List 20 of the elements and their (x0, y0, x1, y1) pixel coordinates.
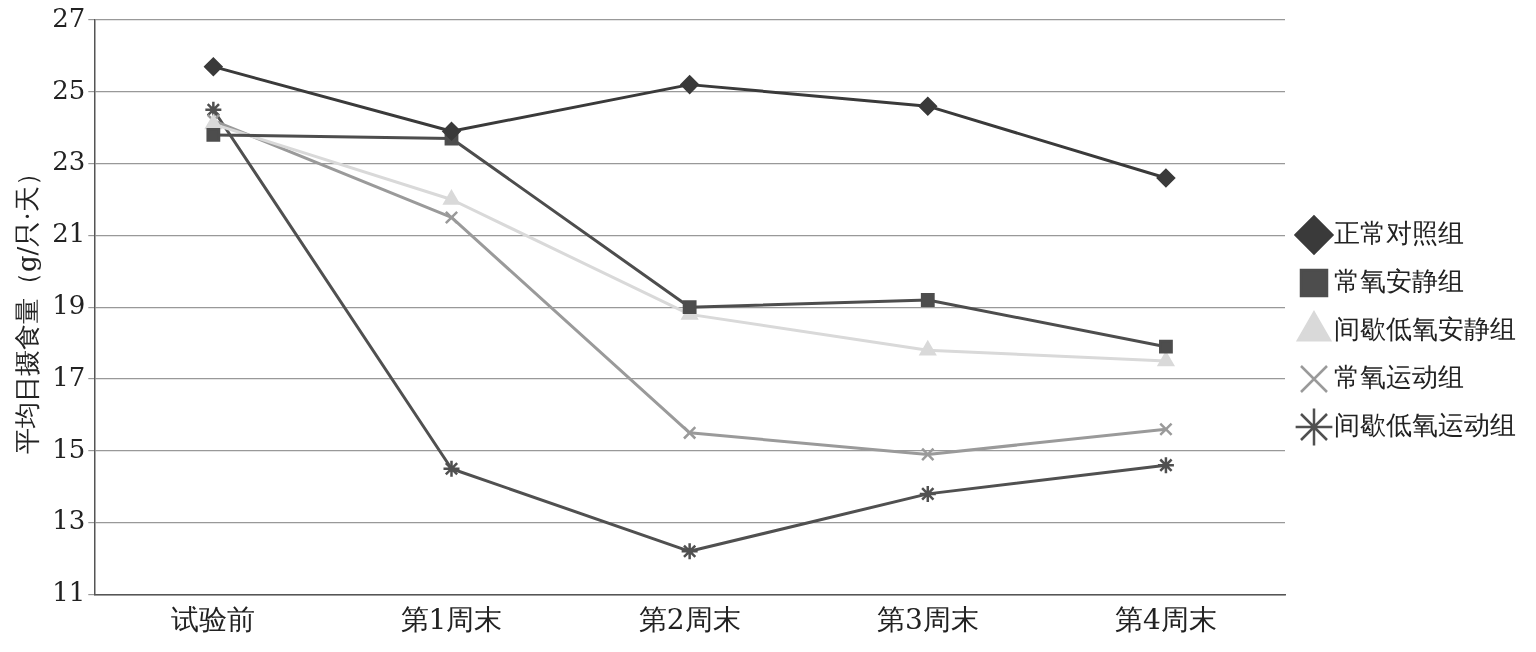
y-tick-label: 15 (52, 433, 86, 464)
legend-label: 间歇低氧运动组 (1334, 409, 1516, 440)
y-tick-label: 23 (52, 146, 86, 177)
y-tick-label: 25 (52, 74, 86, 105)
legend-label: 常氧安静组 (1334, 265, 1464, 296)
y-tick-label: 27 (52, 2, 86, 33)
y-tick-label: 17 (52, 361, 86, 392)
x-tick-label: 第3周末 (876, 603, 979, 637)
y-axis-title: 平均日摄食量（g/只·天） (12, 160, 43, 455)
x-tick-label: 试验前 (171, 603, 256, 637)
legend-label: 常氧运动组 (1334, 361, 1464, 392)
y-tick-label: 19 (52, 289, 86, 320)
y-tick-label: 11 (52, 577, 86, 608)
y-tick-label: 21 (52, 218, 86, 249)
x-tick-label: 第4周末 (1115, 603, 1217, 637)
x-tick-label: 第1周末 (400, 603, 503, 637)
legend-label: 间歇低氧安静组 (1334, 313, 1516, 344)
y-tick-label: 13 (52, 505, 86, 536)
legend-label: 正常对照组 (1334, 217, 1464, 248)
x-tick-label: 第2周末 (638, 603, 741, 637)
